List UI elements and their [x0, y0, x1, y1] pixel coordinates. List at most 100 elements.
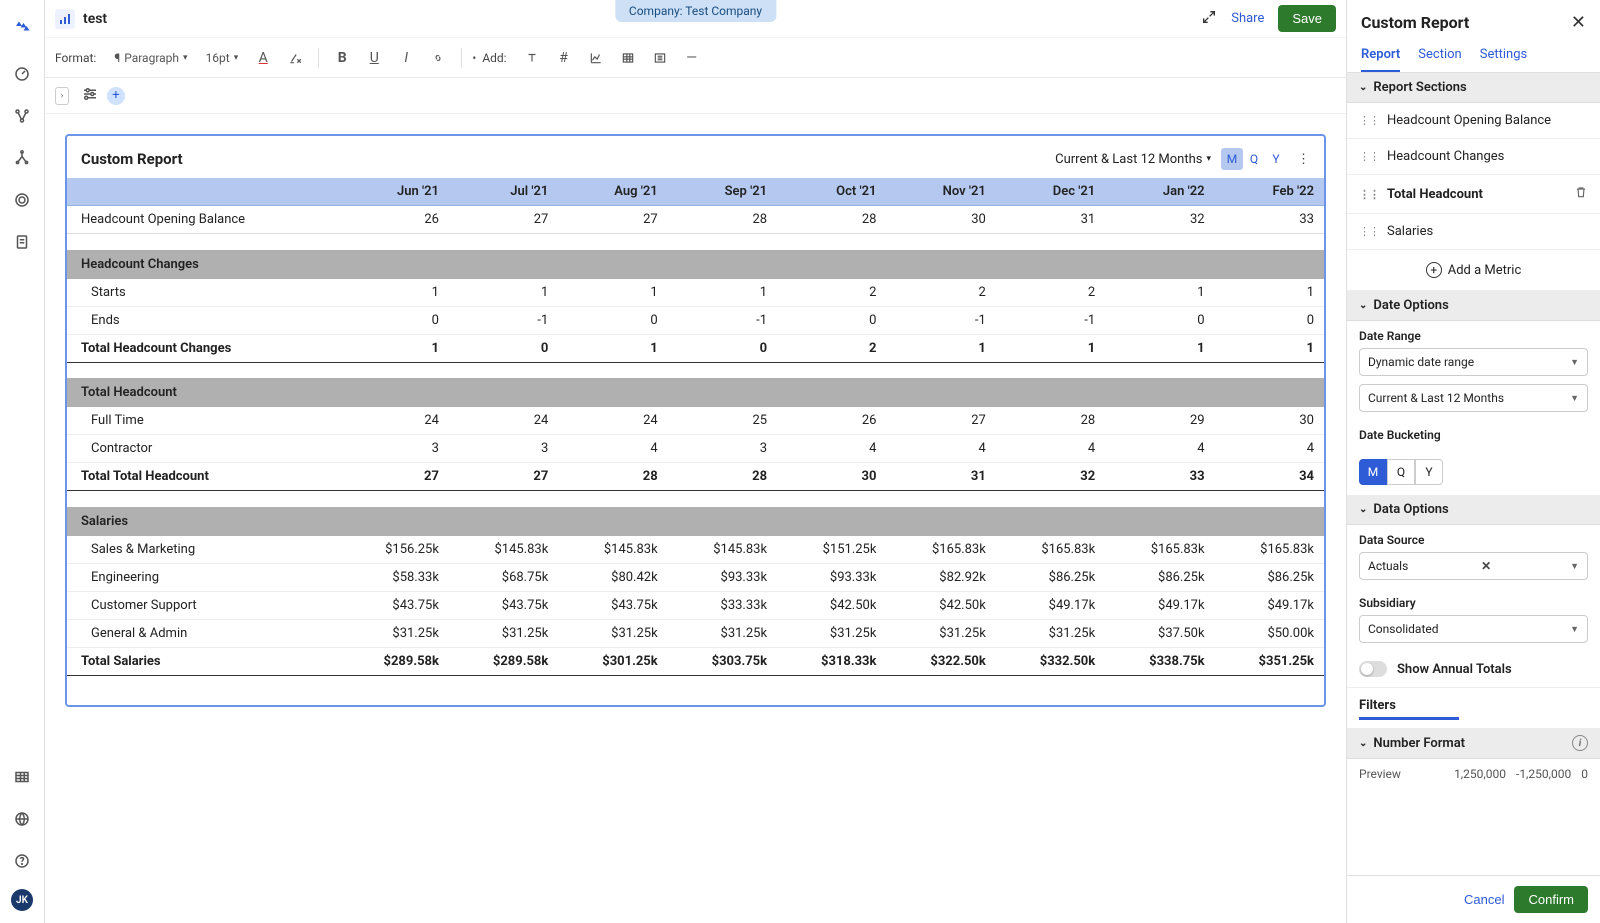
- date-range-type-select[interactable]: Dynamic date range▼: [1359, 348, 1588, 376]
- bucket-Y[interactable]: Y: [1265, 148, 1287, 170]
- column-header: Nov '21: [886, 178, 995, 206]
- panel-bucket-Q[interactable]: Q: [1387, 459, 1415, 485]
- share-link[interactable]: Share: [1231, 11, 1264, 26]
- report-canvas: Custom Report Current & Last 12 Months▾ …: [45, 114, 1346, 923]
- tab-settings[interactable]: Settings: [1480, 39, 1527, 72]
- section-header-row: Headcount Changes: [67, 250, 1324, 279]
- number-format-header[interactable]: ⌄Number Formati: [1347, 728, 1600, 759]
- drag-handle-icon[interactable]: ⋮⋮: [1359, 225, 1379, 238]
- italic-icon[interactable]: I: [393, 45, 419, 71]
- app-logo-icon[interactable]: [8, 12, 36, 40]
- clear-source-icon[interactable]: ✕: [1481, 559, 1491, 573]
- filters-underline: [1359, 717, 1459, 720]
- data-source-select[interactable]: Actuals✕▼: [1359, 552, 1588, 580]
- text-color-icon[interactable]: A: [250, 45, 276, 71]
- add-number-icon[interactable]: #: [551, 45, 577, 71]
- report-title: Custom Report: [81, 150, 183, 168]
- clear-format-icon[interactable]: [282, 45, 308, 71]
- subsidiary-select[interactable]: Consolidated▼: [1359, 615, 1588, 643]
- branch-icon[interactable]: [8, 144, 36, 172]
- bold-icon[interactable]: B: [329, 45, 355, 71]
- opening-balance-row: Headcount Opening Balance262727282830313…: [67, 206, 1324, 234]
- total-row: Total Salaries$289.58k$289.58k$301.25k$3…: [67, 647, 1324, 675]
- add-filter-button[interactable]: +: [107, 87, 125, 105]
- fontsize-select[interactable]: 16pt▾: [200, 48, 245, 68]
- add-metric-button[interactable]: +Add a Metric: [1347, 250, 1600, 291]
- total-row: Total Total Headcount272728283031323334: [67, 463, 1324, 491]
- add-text-icon[interactable]: [519, 45, 545, 71]
- underline-icon[interactable]: U: [361, 45, 387, 71]
- report-menu-icon[interactable]: ⋮: [1297, 152, 1310, 167]
- info-icon[interactable]: i: [1572, 735, 1588, 751]
- section-header-row: Salaries: [67, 507, 1324, 536]
- gap: [67, 491, 1324, 507]
- filters-heading: Filters: [1347, 688, 1600, 717]
- data-options-header[interactable]: ⌄Data Options: [1347, 495, 1600, 525]
- table-row: Contractor334344444: [67, 435, 1324, 463]
- dashboard-icon[interactable]: [8, 60, 36, 88]
- bucketing-label: Date Bucketing: [1359, 428, 1588, 442]
- expand-icon[interactable]: [1201, 9, 1217, 29]
- metric-item[interactable]: ⋮⋮ Headcount Changes: [1347, 139, 1600, 175]
- panel-bucket-M[interactable]: M: [1359, 459, 1387, 485]
- paragraph-select[interactable]: ¶Paragraph▾: [108, 48, 193, 68]
- link-icon[interactable]: [425, 45, 451, 71]
- column-header: Feb '22: [1215, 178, 1324, 206]
- annual-totals-toggle[interactable]: [1359, 661, 1387, 677]
- add-table-icon[interactable]: [615, 45, 641, 71]
- save-button[interactable]: Save: [1278, 5, 1336, 32]
- add-list-icon[interactable]: [647, 45, 673, 71]
- globe-icon[interactable]: [8, 805, 36, 833]
- close-icon[interactable]: ✕: [1571, 12, 1586, 33]
- settings-panel: Custom Report ✕ ReportSectionSettings ⌄R…: [1346, 0, 1600, 923]
- metric-item[interactable]: ⋮⋮ Total Headcount: [1347, 175, 1600, 214]
- bucket-M[interactable]: M: [1221, 148, 1243, 170]
- user-avatar[interactable]: JK: [11, 889, 33, 911]
- expand-panel-toggle[interactable]: ›: [55, 87, 69, 105]
- report-container[interactable]: Custom Report Current & Last 12 Months▾ …: [65, 134, 1326, 707]
- panel-bucket-Y[interactable]: Y: [1415, 459, 1443, 485]
- confirm-button[interactable]: Confirm: [1514, 886, 1588, 913]
- add-divider-icon[interactable]: —: [679, 45, 705, 71]
- preview-row: Preview 1,250,000 -1,250,000 0: [1347, 759, 1600, 789]
- gap: [67, 362, 1324, 378]
- target-icon[interactable]: [8, 186, 36, 214]
- date-range-preset-select[interactable]: Current & Last 12 Months▼: [1359, 384, 1588, 412]
- report-sections-header[interactable]: ⌄Report Sections: [1347, 73, 1600, 103]
- add-chart-icon[interactable]: [583, 45, 609, 71]
- date-range-select[interactable]: Current & Last 12 Months▾: [1055, 152, 1211, 167]
- table-icon[interactable]: [8, 763, 36, 791]
- table-row: Full Time242424252627282930: [67, 407, 1324, 435]
- drag-handle-icon[interactable]: ⋮⋮: [1359, 150, 1379, 163]
- metric-item[interactable]: ⋮⋮ Headcount Opening Balance: [1347, 103, 1600, 139]
- table-row: Ends0-10-10-1-100: [67, 306, 1324, 334]
- drag-handle-icon[interactable]: ⋮⋮: [1359, 114, 1379, 127]
- tab-report[interactable]: Report: [1361, 39, 1400, 72]
- metric-label: Headcount Opening Balance: [1387, 113, 1551, 128]
- metric-label: Headcount Changes: [1387, 149, 1504, 164]
- report-header: Custom Report Current & Last 12 Months▾ …: [67, 136, 1324, 178]
- document-icon[interactable]: [8, 228, 36, 256]
- column-header: Sep '21: [668, 178, 777, 206]
- table-row: Sales & Marketing$156.25k$145.83k$145.83…: [67, 536, 1324, 564]
- left-nav-rail: JK: [0, 0, 45, 923]
- document-title[interactable]: test: [83, 11, 107, 27]
- trash-icon[interactable]: [1574, 185, 1588, 203]
- bucket-Q[interactable]: Q: [1243, 148, 1265, 170]
- metric-label: Total Headcount: [1387, 187, 1483, 202]
- metric-item[interactable]: ⋮⋮Salaries: [1347, 214, 1600, 250]
- main-area: test Company: Test Company Share Save Fo…: [45, 0, 1346, 923]
- model-icon[interactable]: [8, 102, 36, 130]
- cancel-button[interactable]: Cancel: [1464, 886, 1504, 913]
- date-options-header[interactable]: ⌄Date Options: [1347, 291, 1600, 321]
- company-pill[interactable]: Company: Test Company: [615, 0, 776, 22]
- column-header: Jul '21: [449, 178, 558, 206]
- filter-settings-icon[interactable]: [81, 85, 99, 107]
- tab-section[interactable]: Section: [1418, 39, 1461, 72]
- help-icon[interactable]: [8, 847, 36, 875]
- column-header: Aug '21: [558, 178, 667, 206]
- format-toolbar: Format: ¶Paragraph▾ 16pt▾ A B U I • Add:…: [45, 38, 1346, 78]
- column-header: Dec '21: [996, 178, 1105, 206]
- table-row: Engineering$58.33k$68.75k$80.42k$93.33k$…: [67, 563, 1324, 591]
- drag-handle-icon[interactable]: ⋮⋮: [1359, 188, 1379, 201]
